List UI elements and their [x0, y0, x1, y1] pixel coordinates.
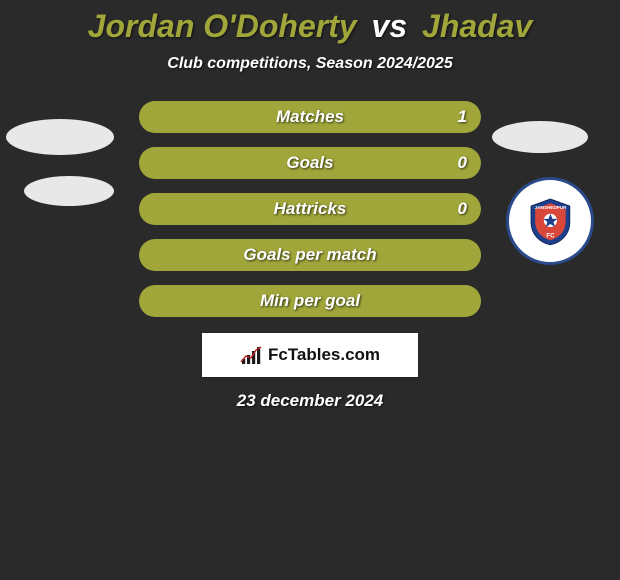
svg-text:FC: FC [546, 232, 555, 239]
player2-club-crest: JAMSHEDPUR FC [506, 177, 594, 265]
brand-text: FcTables.com [268, 345, 380, 365]
chart-icon [240, 346, 262, 364]
bar-value-right: 0 [458, 199, 467, 219]
stat-bar: Goals per match [139, 239, 481, 271]
bar-label: Matches [276, 107, 344, 127]
player1-name: Jordan O'Doherty [88, 8, 357, 44]
bar-value-right: 1 [458, 107, 467, 127]
player1-club-placeholder [24, 176, 114, 206]
stat-bar: 0 Hattricks [139, 193, 481, 225]
player1-photo-placeholder [6, 119, 114, 155]
vs-word: vs [372, 8, 408, 44]
brand-box[interactable]: FcTables.com [202, 333, 418, 377]
bar-label: Goals per match [243, 245, 376, 265]
player2-name: Jhadav [422, 8, 532, 44]
stat-bar: Min per goal [139, 285, 481, 317]
stat-bar: 0 Goals [139, 147, 481, 179]
stat-bar: 1 Matches [139, 101, 481, 133]
jamshedpur-crest-icon: JAMSHEDPUR FC [525, 196, 576, 247]
svg-text:JAMSHEDPUR: JAMSHEDPUR [534, 205, 567, 210]
bar-label: Min per goal [260, 291, 360, 311]
subtitle: Club competitions, Season 2024/2025 [0, 55, 620, 73]
bar-value-right: 0 [458, 153, 467, 173]
date-text: 23 december 2024 [0, 391, 620, 411]
page-title: Jordan O'Doherty vs Jhadav [0, 0, 620, 45]
bar-label: Goals [286, 153, 333, 173]
player2-photo-placeholder [492, 121, 588, 153]
bar-label: Hattricks [274, 199, 347, 219]
